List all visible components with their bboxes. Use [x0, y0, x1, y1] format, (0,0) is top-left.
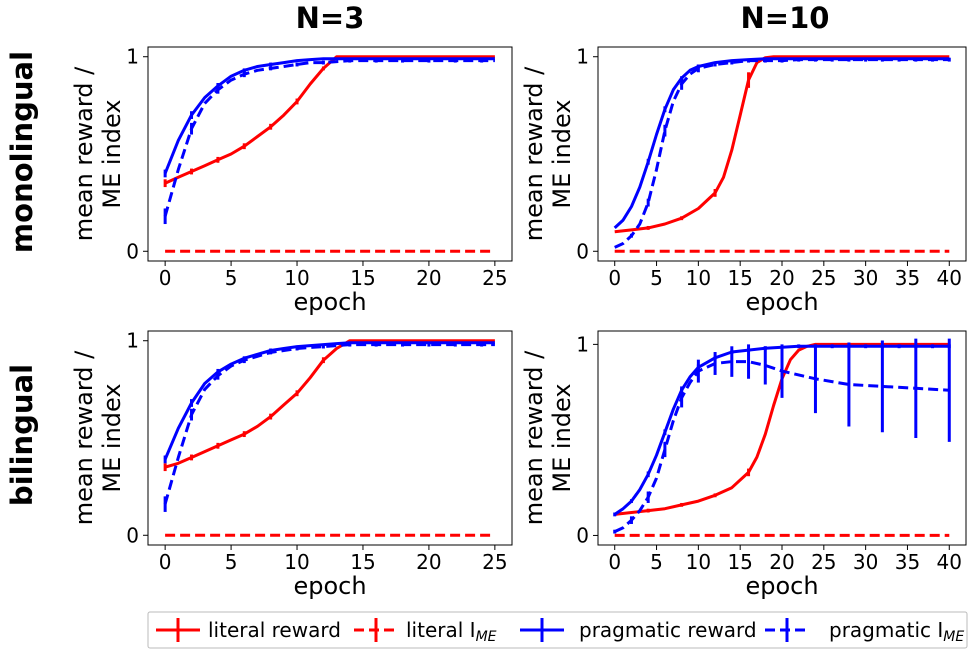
series-line-2	[163, 57, 495, 175]
x-tick-label: 20	[416, 266, 441, 290]
series-line-2	[163, 341, 495, 460]
legend-label-pragmatic-reward: pragmatic reward	[579, 618, 757, 642]
x-tick-label: 40	[937, 550, 962, 574]
series-group	[613, 338, 951, 537]
x-tick-label: 25	[482, 550, 507, 574]
x-tick-label: 30	[853, 266, 878, 290]
x-tick-label: 35	[895, 550, 920, 574]
series-group	[163, 55, 495, 253]
chart-panel-2: 0 5 10 15 20 25 0 1 epoch mean reward / ME index	[70, 329, 513, 600]
series-line-0	[164, 55, 495, 185]
series-line-0	[614, 55, 950, 234]
legend: literal reward literal IME pragmatic rew…	[147, 611, 968, 649]
x-tick-label: 20	[769, 266, 794, 290]
x-tick-label: 30	[853, 550, 878, 574]
series-line-2	[613, 57, 950, 229]
y-tick-label: 1	[126, 45, 139, 69]
x-tick-label: 35	[895, 266, 920, 290]
y-tick-label: 0	[576, 239, 589, 263]
series-line-3	[163, 59, 495, 217]
chart-panel-0: 0 5 10 15 20 25 0 1 epoch mean reward / ME index	[70, 45, 513, 316]
x-tick-label: 10	[686, 550, 711, 574]
y-tick-label: 0	[126, 239, 139, 263]
x-tick-label: 5	[650, 266, 663, 290]
row-title-monolingual: monolingual	[5, 51, 39, 253]
y-tick-label: 1	[576, 45, 589, 69]
x-tick-label: 10	[686, 266, 711, 290]
series-group	[163, 339, 495, 537]
y-axis-label: mean reward /	[520, 66, 548, 241]
x-tick-label: 40	[937, 266, 962, 290]
x-axis-label: epoch	[293, 572, 366, 600]
y-tick-label: 0	[576, 523, 589, 547]
y-axis-label: ME index	[98, 383, 126, 492]
x-tick-label: 15	[350, 266, 375, 290]
plot-frame	[147, 46, 513, 262]
x-tick-label: 25	[811, 550, 836, 574]
x-tick-label: 5	[650, 550, 663, 574]
legend-label-literal-ime: literal IME	[406, 618, 497, 645]
x-tick-label: 20	[416, 550, 441, 574]
series-line-2	[613, 344, 950, 516]
x-tick-label: 0	[608, 550, 621, 574]
row-title-bilingual: bilingual	[5, 364, 39, 506]
y-axis-label: mean reward /	[520, 350, 548, 525]
x-tick-label: 25	[811, 266, 836, 290]
y-axis-label: mean reward /	[70, 66, 98, 241]
y-axis-label: ME index	[548, 99, 576, 208]
chart-panel-1: 0 5 10 15 20 25 30 35 40 0 1 epoch mean reward / ME i…	[520, 45, 967, 316]
x-tick-label: 0	[159, 266, 172, 290]
x-tick-label: 5	[225, 266, 238, 290]
series-group	[613, 55, 951, 253]
series-line-3	[163, 343, 495, 505]
x-tick-label: 25	[482, 266, 507, 290]
x-tick-label: 10	[284, 266, 309, 290]
y-tick-label: 0	[126, 523, 139, 547]
series-line-3	[614, 58, 950, 249]
x-axis-label: epoch	[745, 288, 818, 316]
x-tick-label: 0	[159, 550, 172, 574]
chart-panel-3: 0 5 10 15 20 25 30 35 40 0 1 epoch mean reward / ME i…	[520, 330, 967, 600]
x-tick-label: 0	[608, 266, 621, 290]
y-axis-label: mean reward /	[70, 350, 98, 525]
y-tick-label: 1	[576, 332, 589, 356]
plot-frame	[147, 330, 513, 546]
x-tick-label: 20	[769, 550, 794, 574]
x-axis-label: epoch	[293, 288, 366, 316]
x-tick-label: 15	[727, 266, 752, 290]
column-title-n10: N=10	[741, 1, 830, 35]
x-axis-label: epoch	[745, 572, 818, 600]
y-axis-label: ME index	[548, 383, 576, 492]
y-tick-label: 1	[126, 329, 139, 353]
x-tick-label: 5	[225, 550, 238, 574]
legend-label-pragmatic-ime: pragmatic IME	[829, 618, 964, 645]
x-tick-label: 15	[727, 550, 752, 574]
series-line-0	[164, 339, 495, 469]
y-axis-label: ME index	[98, 99, 126, 208]
x-tick-label: 10	[284, 550, 309, 574]
plot-frame	[597, 46, 967, 262]
column-title-n3: N=3	[296, 1, 365, 35]
legend-label-literal-reward: literal reward	[208, 618, 341, 642]
x-tick-label: 15	[350, 550, 375, 574]
